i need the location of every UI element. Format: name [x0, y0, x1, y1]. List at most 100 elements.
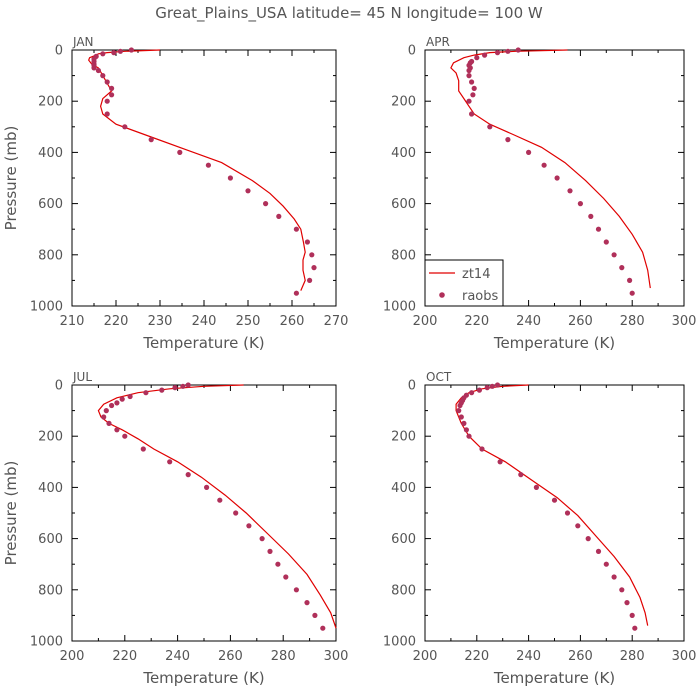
series-point-raobs: [267, 548, 273, 555]
series-point-raobs: [494, 50, 501, 56]
series-point-raobs: [172, 385, 178, 391]
series-point-raobs: [122, 124, 128, 130]
panel-label: OCT: [426, 370, 452, 384]
series-point-raobs: [588, 213, 594, 219]
y-tick-label: 0: [408, 379, 416, 394]
series-point-raobs: [128, 47, 134, 53]
series-point-raobs: [101, 414, 107, 420]
series-point-raobs: [567, 188, 573, 194]
x-tick-label: 200: [413, 649, 438, 664]
series-point-raobs: [104, 98, 110, 104]
series-point-raobs: [469, 111, 475, 117]
y-tick-label: 600: [391, 197, 416, 212]
series-point-raobs: [632, 625, 638, 631]
x-tick-label: 220: [104, 314, 129, 329]
series-point-raobs: [109, 85, 115, 91]
series-point-raobs: [204, 484, 210, 490]
x-tick-label: 220: [464, 649, 489, 664]
series-point-raobs: [619, 265, 625, 271]
series-point-raobs: [114, 400, 120, 406]
series-point-raobs: [554, 175, 560, 181]
series-point-raobs: [293, 290, 299, 296]
series-point-raobs: [541, 162, 547, 168]
series-point-raobs: [487, 124, 493, 130]
y-tick-label: 0: [55, 379, 63, 394]
series-point-raobs: [624, 600, 630, 606]
series-point-raobs: [474, 55, 480, 61]
x-tick-label: 260: [218, 649, 243, 664]
series-point-raobs: [100, 73, 106, 79]
series-point-raobs: [471, 85, 477, 91]
series-point-raobs: [505, 48, 511, 54]
series-point-raobs: [595, 548, 602, 555]
series-point-raobs: [627, 277, 633, 283]
y-tick-label: 1000: [383, 300, 416, 315]
series-point-raobs: [307, 277, 313, 283]
series-point-raobs: [259, 536, 265, 542]
series-point-raobs: [95, 67, 101, 74]
series-point-raobs: [575, 523, 581, 529]
series-point-raobs: [140, 446, 146, 452]
y-tick-label: 0: [408, 44, 416, 59]
series-point-raobs: [109, 402, 115, 409]
series-point-raobs: [456, 408, 462, 414]
x-tick-label: 300: [672, 649, 697, 664]
x-tick-label: 270: [324, 314, 349, 329]
panel-apr: APR 200 220 240 260 280 300 0 200 400 600 800 1000 Te…: [383, 35, 697, 352]
series-point-raobs: [497, 459, 503, 465]
series-point-raobs: [603, 239, 609, 245]
series-point-raobs: [619, 587, 625, 593]
series-point-raobs: [469, 79, 475, 85]
series-point-raobs: [185, 472, 191, 478]
series-point-raobs: [246, 523, 252, 529]
x-tick-label: 300: [324, 649, 349, 664]
series-point-raobs: [463, 427, 469, 433]
series-point-raobs: [104, 111, 110, 117]
legend-model-label: zt14: [462, 267, 490, 282]
y-tick-label: 200: [38, 95, 63, 110]
series-point-raobs: [466, 67, 472, 74]
y-tick-label: 800: [391, 248, 416, 263]
series-point-raobs: [479, 446, 485, 452]
x-tick-label: 260: [280, 314, 305, 329]
series-point-raobs: [119, 396, 125, 402]
series-point-raobs: [469, 390, 475, 396]
y-axis-label: Pressure (mb): [2, 461, 20, 566]
series-point-raobs: [148, 137, 154, 143]
y-tick-label: 800: [38, 248, 63, 263]
series-point-raobs: [293, 226, 299, 232]
series-point-raobs: [515, 47, 521, 53]
panels: JAN 210 220 230 240 250 260 270 0 200 400 600 800 100…: [2, 35, 696, 687]
series-point-raobs: [585, 536, 591, 542]
series-point-raobs: [466, 433, 472, 439]
series-point-raobs: [484, 385, 490, 391]
series-point-raobs: [106, 420, 112, 426]
x-tick-label: 280: [620, 649, 645, 664]
legend-box: [424, 259, 504, 307]
legend: zt14 raobs: [424, 259, 504, 307]
series-point-raobs: [283, 574, 289, 580]
panel-jul: JUL 200 220 240 260 280 300 0 200 400 600 800 1000 Te…: [2, 370, 348, 687]
series-point-raobs: [466, 73, 472, 79]
series-point-raobs: [205, 162, 211, 168]
x-tick-label: 200: [60, 649, 85, 664]
legend-obs-label: raobs: [462, 289, 499, 304]
series-point-raobs: [470, 92, 476, 98]
series-point-raobs: [122, 433, 128, 439]
y-tick-label: 600: [391, 532, 416, 547]
x-tick-label: 230: [148, 314, 173, 329]
series-point-raobs: [320, 625, 326, 631]
series-point-raobs: [629, 290, 635, 296]
series-point-raobs: [293, 587, 299, 593]
series-line-zt14: [455, 384, 649, 626]
series-point-raobs: [103, 408, 109, 414]
series-point-raobs: [104, 79, 110, 85]
series-point-raobs: [526, 149, 532, 155]
figure-title: Great_Plains_USA latitude= 45 N longitud…: [155, 4, 543, 23]
series-point-raobs: [114, 427, 120, 433]
series-point-raobs: [461, 420, 467, 426]
x-tick-label: 300: [672, 314, 697, 329]
x-tick-label: 210: [60, 314, 85, 329]
series-point-raobs: [577, 201, 584, 207]
